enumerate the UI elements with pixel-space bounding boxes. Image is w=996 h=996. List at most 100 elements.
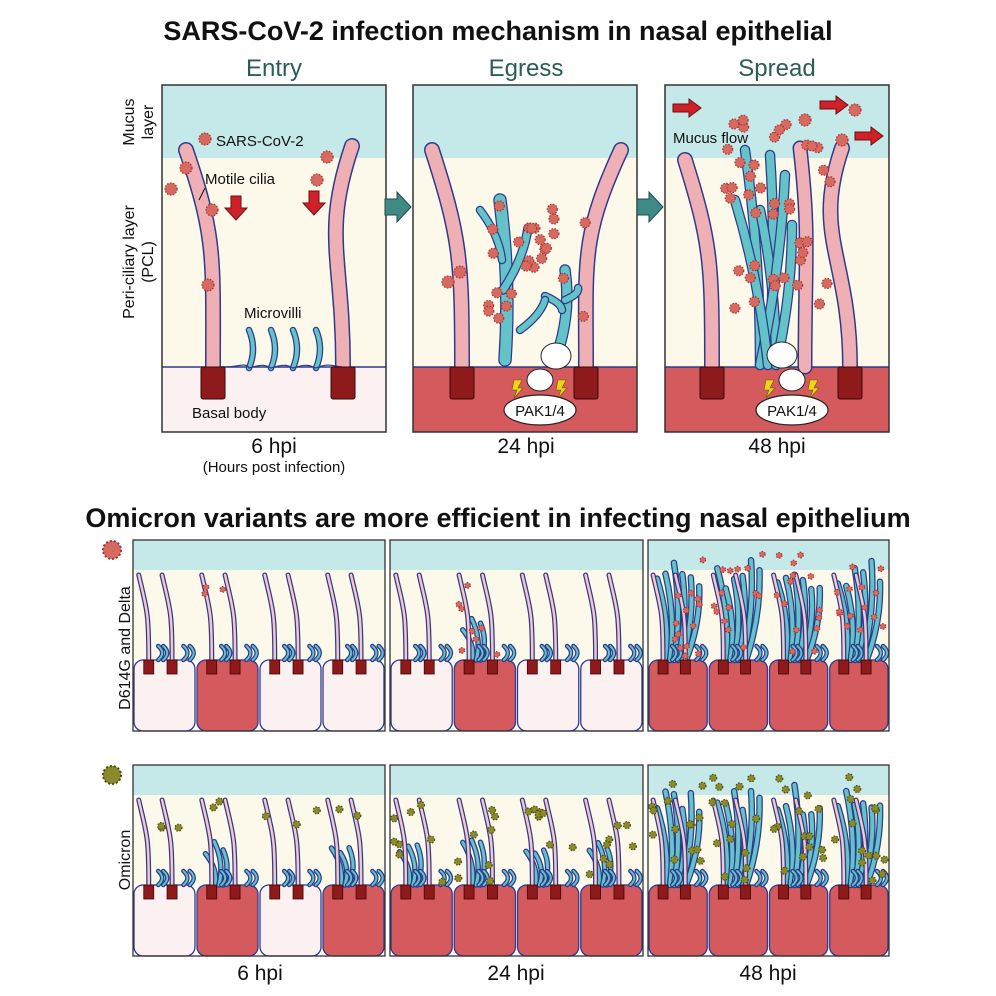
microvillus (731, 870, 738, 886)
virus (469, 830, 478, 839)
cilium (263, 573, 276, 662)
basal-body (229, 659, 241, 675)
cell (390, 884, 453, 957)
basal-body (550, 884, 562, 900)
microvillus (856, 870, 863, 886)
virus (674, 630, 682, 638)
virus (879, 623, 887, 630)
virus (693, 845, 702, 854)
panel-time: 6 hpi (251, 435, 297, 458)
microvillus (881, 645, 888, 661)
microvillus (414, 645, 421, 661)
drawing (102, 84, 890, 957)
microvillus (499, 224, 532, 294)
step-arrow (384, 190, 412, 224)
cilium (712, 573, 725, 662)
cell (516, 659, 580, 732)
microvillus (572, 645, 579, 661)
microvillus (744, 795, 762, 887)
cilium (584, 798, 597, 887)
virus (682, 606, 690, 614)
microvillus (609, 645, 616, 661)
pcl-label-line: Peri-ciliary layer (121, 204, 138, 318)
microvillus (723, 586, 735, 662)
panel-frame (389, 764, 644, 957)
basal-body (292, 884, 304, 900)
microvillus (419, 870, 426, 886)
virus (713, 608, 721, 616)
cilium (137, 573, 150, 662)
virus (769, 280, 781, 292)
virus (861, 603, 869, 611)
virus (472, 635, 480, 643)
virus (677, 644, 684, 652)
virus (708, 797, 717, 807)
virus (798, 852, 808, 861)
virus (797, 551, 804, 559)
microvillus (791, 645, 798, 661)
microvillus (477, 207, 505, 263)
virus (613, 821, 622, 830)
pcl-label-line: (PCL) (140, 241, 157, 283)
virus (872, 589, 880, 597)
microvillus (371, 870, 378, 886)
virus (747, 774, 756, 783)
signal-bolt (807, 379, 820, 399)
basal-body (778, 659, 789, 675)
basal-body (590, 884, 601, 900)
mucus-label: Mucus layer (121, 98, 157, 145)
cell (453, 884, 517, 957)
microvillus (162, 645, 169, 661)
basal-body (355, 659, 367, 675)
virus (728, 819, 737, 829)
virus (406, 807, 415, 817)
microvillus (212, 840, 223, 887)
microvillus (157, 870, 164, 886)
virus (438, 877, 447, 886)
mucus-layer (648, 540, 889, 570)
virus (487, 223, 499, 235)
cell (516, 884, 580, 957)
virus (602, 840, 612, 849)
mucus-layer (648, 765, 889, 795)
virus (483, 305, 495, 317)
cilium (824, 141, 857, 374)
microvillus (604, 645, 611, 661)
virus (648, 830, 657, 839)
microvillus (783, 804, 795, 887)
microvillus (509, 870, 516, 886)
basal-body (679, 884, 691, 900)
virus (821, 277, 833, 290)
virus (726, 567, 734, 575)
cilium (457, 573, 471, 662)
panel-frame (132, 764, 386, 957)
virus (579, 217, 591, 229)
microvillus (629, 645, 636, 661)
virus (734, 156, 746, 169)
microvillus (596, 841, 607, 887)
virus (487, 825, 496, 834)
virus (198, 132, 212, 146)
mucus-label-line: Mucus (121, 98, 138, 145)
microvillus (283, 870, 290, 886)
microvillus (509, 645, 516, 661)
microvillus (314, 328, 322, 370)
bottom-title: Omicron variants are more efficient in i… (85, 503, 910, 533)
virus (755, 592, 763, 600)
virus (215, 797, 224, 806)
row-label: D614G and Delta (117, 586, 134, 710)
virus (670, 855, 679, 864)
microvillus (761, 645, 768, 661)
basal-body (206, 659, 218, 675)
virus (880, 855, 889, 864)
virus (743, 189, 755, 201)
cell (322, 884, 385, 957)
kinase-label: PAK1/4 (767, 403, 817, 420)
microvillus (414, 870, 421, 886)
panel-heading: Spread (738, 55, 815, 82)
microvillus (308, 870, 315, 886)
virus (174, 823, 183, 832)
virus (797, 246, 809, 259)
cell (133, 884, 196, 957)
virus (548, 228, 560, 240)
